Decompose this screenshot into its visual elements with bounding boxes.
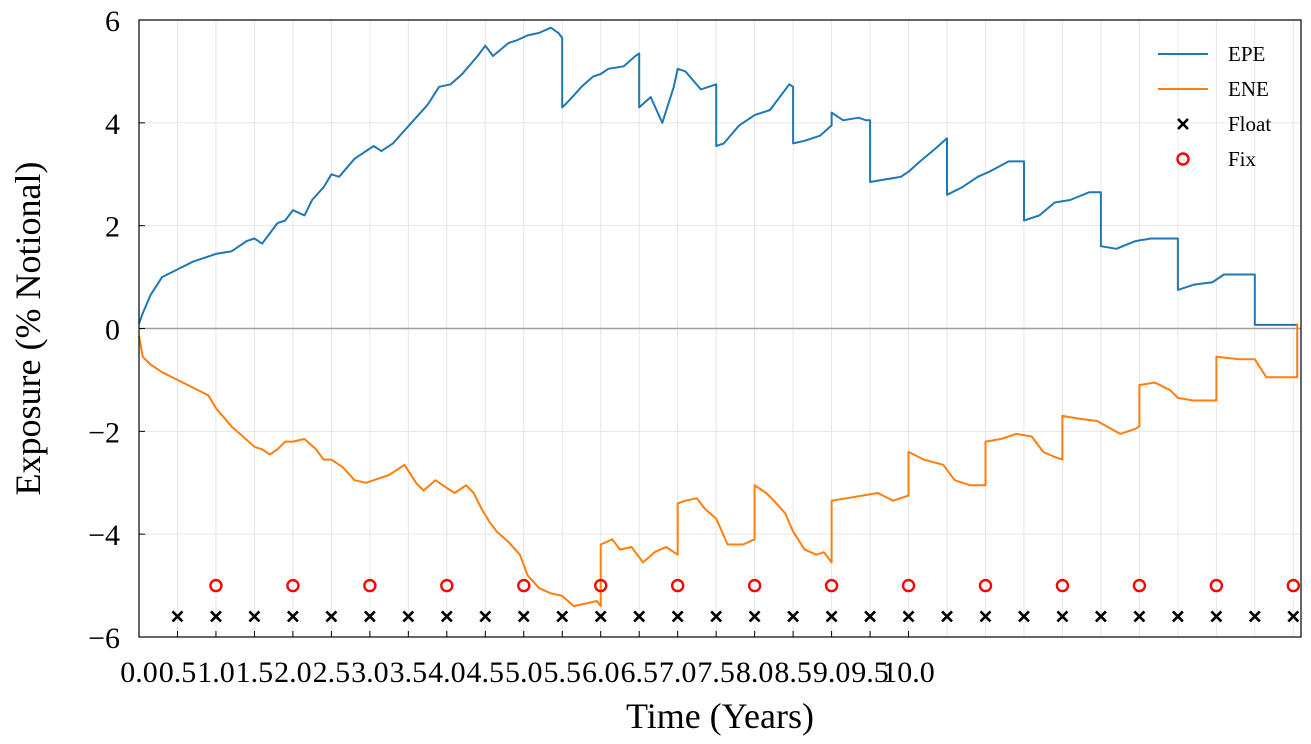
- x-tick-label: 2.0: [274, 656, 312, 689]
- float-marker: [556, 610, 569, 623]
- float-marker: [787, 610, 800, 623]
- fix-marker: [1132, 578, 1147, 593]
- x-tick-label: 0.0: [120, 656, 158, 689]
- series-layer: [138, 26, 1301, 623]
- float-marker: [864, 610, 876, 623]
- legend: EPE ENE Float Fix: [1158, 42, 1271, 171]
- y-tick-label: −2: [88, 416, 120, 449]
- legend-label-epe: EPE: [1228, 42, 1265, 66]
- legend-swatch-fix: [1176, 152, 1190, 166]
- series-line-epe: [138, 26, 1298, 326]
- fix-marker: [747, 578, 762, 593]
- x-tick-label: 5.0: [505, 656, 543, 689]
- y-tick-label: −4: [88, 519, 120, 552]
- float-marker: [1056, 610, 1069, 623]
- float-marker: [902, 610, 915, 623]
- x-tick-label: 7.0: [659, 656, 697, 689]
- float-marker: [1133, 610, 1146, 623]
- float-marker: [479, 610, 492, 623]
- x-tick-label: 1.0: [197, 656, 235, 689]
- x-tick-label: 6.0: [582, 656, 620, 689]
- x-tick-label: 10.0: [882, 656, 935, 689]
- float-marker: [1171, 610, 1184, 623]
- float-marker: [517, 610, 530, 623]
- x-tick-label: 3.5: [390, 656, 428, 689]
- x-tick-label: 6.5: [620, 656, 658, 689]
- fix-marker: [440, 578, 454, 593]
- fix-marker: [209, 578, 223, 593]
- float-marker: [825, 610, 838, 623]
- fix-marker: [1286, 578, 1301, 593]
- y-tick-label: 6: [105, 5, 120, 38]
- x-tick-label: 8.0: [736, 656, 774, 689]
- x-tick-label: 9.0: [813, 656, 851, 689]
- x-tick-label: 0.5: [159, 656, 197, 689]
- float-marker: [1018, 610, 1030, 623]
- y-axis-label: Exposure (% Notional): [8, 162, 48, 496]
- x-tick-label: 1.5: [236, 656, 274, 689]
- float-marker: [402, 610, 415, 623]
- fix-marker: [978, 578, 993, 593]
- float-marker: [748, 610, 761, 623]
- float-marker: [1210, 610, 1223, 623]
- fix-marker: [1055, 578, 1070, 593]
- fix-marker: [1209, 578, 1224, 593]
- float-marker: [248, 610, 261, 623]
- y-tick-label: 2: [105, 211, 120, 244]
- float-marker: [286, 610, 299, 623]
- x-tick-label: 9.5: [851, 656, 889, 689]
- legend-label-fix: Fix: [1228, 147, 1257, 171]
- fix-marker: [824, 578, 839, 593]
- x-tick-label: 8.5: [774, 656, 812, 689]
- legend-swatch-float: [1177, 118, 1189, 130]
- float-marker: [363, 610, 376, 623]
- float-marker: [941, 610, 953, 623]
- axis-ticks: 0.0 0.5 1.0 1.5 2.0 2.5 3.0 3.5 4.0 4.5 5.0 5.5 6.0 6…: [88, 5, 935, 689]
- series-line-ene: [138, 323, 1299, 608]
- x-tick-label: 2.5: [313, 656, 351, 689]
- fix-marker: [286, 578, 300, 593]
- legend-label-ene: ENE: [1228, 77, 1269, 101]
- float-marker: [325, 610, 338, 623]
- float-marker: [594, 610, 607, 623]
- x-tick-label: 4.5: [467, 656, 505, 689]
- float-marker: [210, 610, 222, 623]
- x-tick-label: 4.0: [428, 656, 466, 689]
- fix-marker: [363, 578, 377, 593]
- fix-marker: [594, 578, 608, 593]
- x-tick-label: 3.0: [351, 656, 389, 689]
- float-marker: [633, 610, 646, 623]
- y-tick-label: 0: [105, 314, 120, 347]
- float-marker: [1248, 610, 1261, 623]
- float-marker: [171, 610, 184, 623]
- float-marker: [979, 610, 992, 623]
- y-tick-label: 4: [105, 108, 120, 141]
- float-marker: [1287, 610, 1300, 623]
- fix-marker: [901, 578, 916, 593]
- float-marker: [710, 610, 723, 623]
- fix-marker: [517, 578, 531, 593]
- float-marker: [671, 610, 684, 623]
- legend-label-float: Float: [1228, 112, 1271, 136]
- x-tick-label: 7.5: [697, 656, 735, 689]
- x-tick-label: 5.5: [543, 656, 581, 689]
- y-tick-label: −6: [88, 622, 120, 655]
- x-axis-label: Time (Years): [626, 696, 814, 736]
- float-marker: [440, 610, 453, 623]
- float-marker: [1095, 610, 1107, 623]
- fix-marker: [670, 578, 685, 593]
